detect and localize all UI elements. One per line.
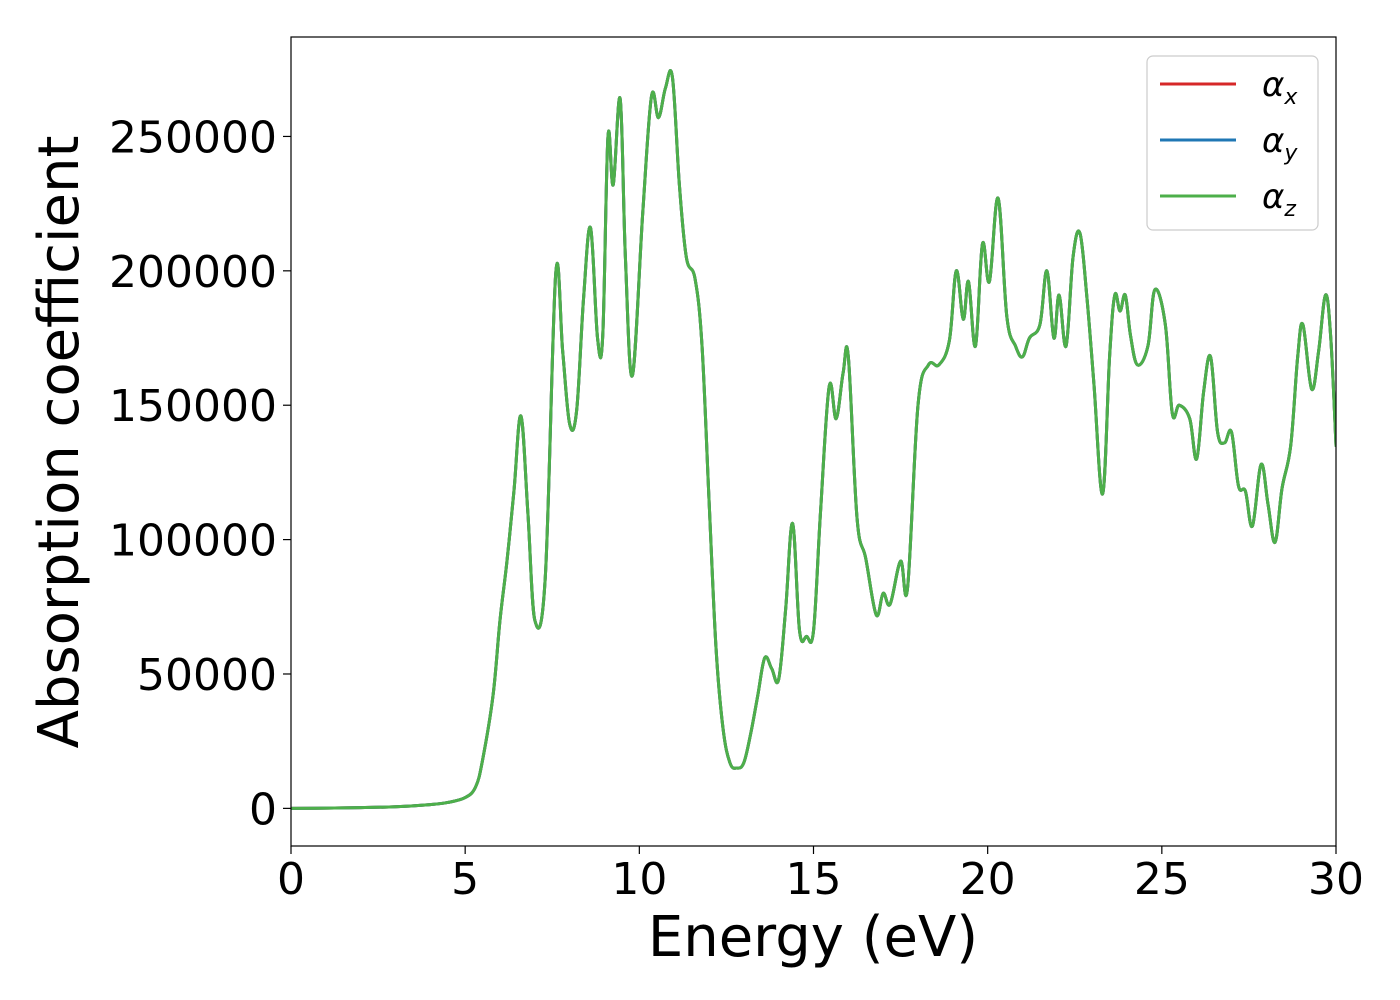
legend-symbol: α (1262, 177, 1284, 217)
y-tick-label: 200000 (109, 247, 277, 298)
legend-symbol: α (1262, 121, 1284, 161)
series-line-3 (291, 69, 1336, 810)
legend-subscript: x (1283, 85, 1298, 110)
x-tick-label: 25 (1134, 854, 1190, 905)
y-tick-label: 0 (249, 784, 277, 835)
legend-subscript: y (1283, 141, 1298, 166)
legend-entry-label: αy (1262, 121, 1298, 166)
y-tick-label: 250000 (109, 112, 277, 163)
y-axis-label: Absorption coefficient (27, 136, 92, 749)
x-axis-label: Energy (eV) (648, 905, 978, 970)
legend-subscript: z (1283, 197, 1296, 222)
legend-symbol: α (1262, 65, 1284, 105)
x-tick-label: 5 (451, 854, 479, 905)
x-tick-label: 0 (277, 854, 305, 905)
y-tick-label: 50000 (137, 650, 277, 701)
x-tick-label: 30 (1308, 854, 1364, 905)
series-layer (291, 69, 1336, 810)
legend-entry-label: αx (1262, 65, 1298, 110)
legend-box (1146, 55, 1319, 231)
x-tick-label: 15 (786, 854, 842, 905)
x-axis-ticks: 0 5 10 15 20 25 30 (277, 846, 1364, 905)
legend-entry-label: αz (1262, 177, 1296, 222)
x-tick-label: 20 (960, 854, 1016, 905)
y-tick-label: 100000 (109, 516, 277, 567)
x-tick-label: 10 (611, 854, 667, 905)
y-axis-ticks: 0 50000 100000 150000 200000 250000 (109, 112, 291, 835)
y-tick-label: 150000 (109, 381, 277, 432)
